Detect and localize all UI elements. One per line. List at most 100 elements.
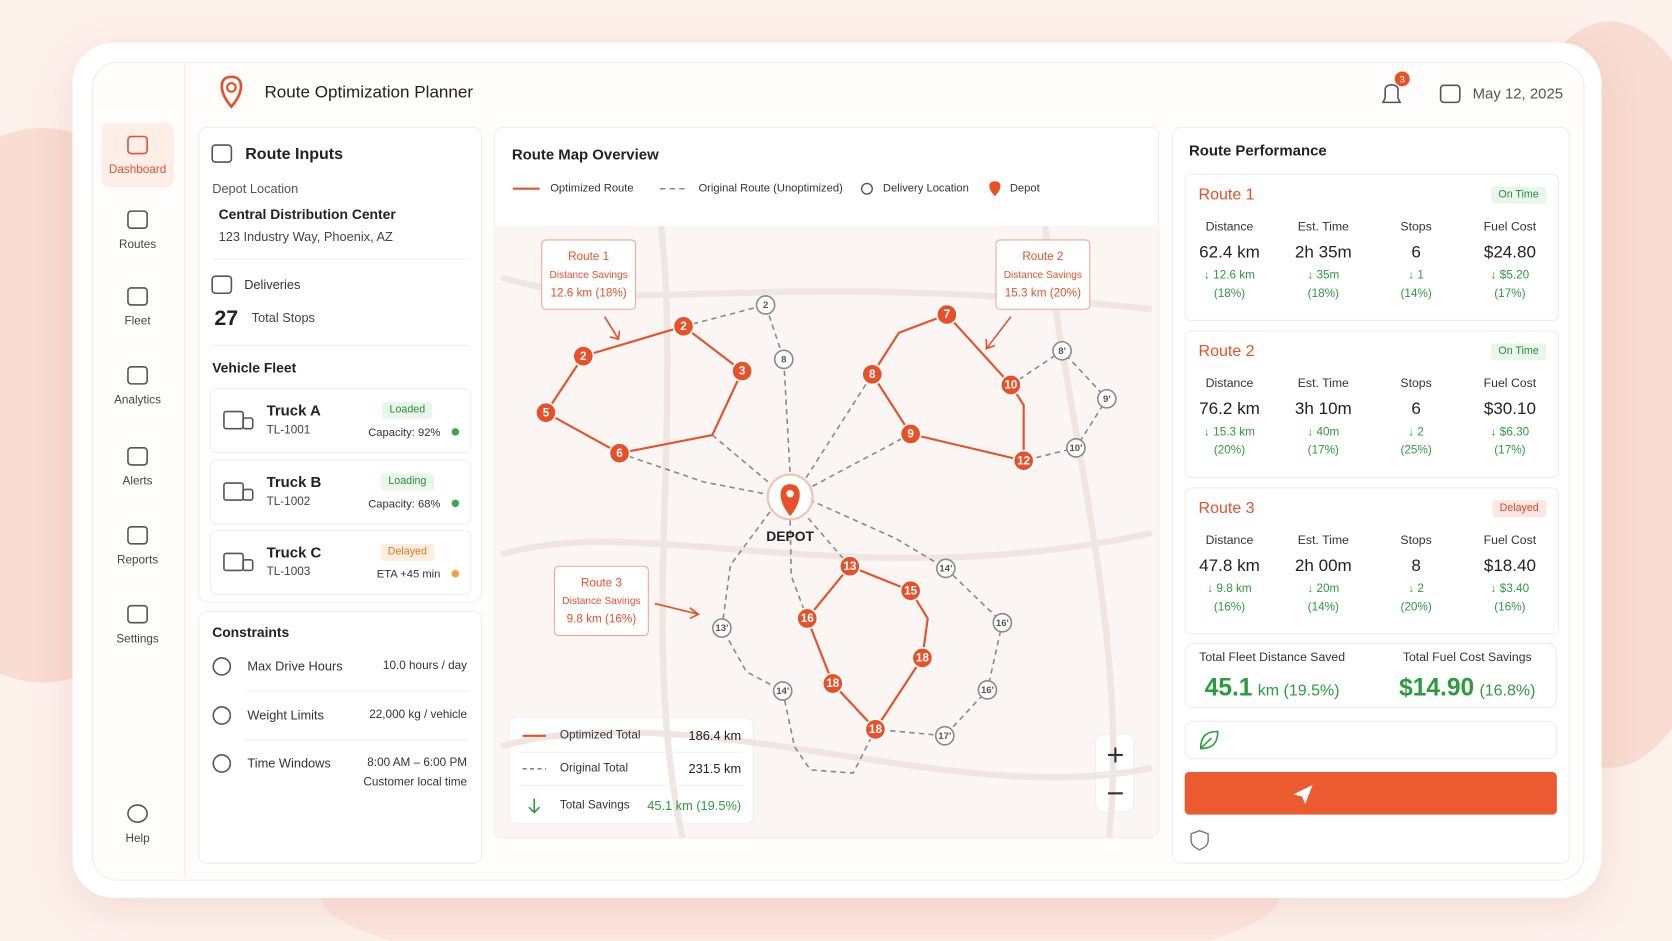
icon — [127, 135, 148, 155]
zoom-in — [1114, 747, 1117, 763]
stop — [838, 555, 861, 578]
badge — [1394, 71, 1410, 87]
depot-pin — [780, 484, 800, 517]
callout-value: 9.8 km (16%) — [567, 613, 637, 626]
stop-label: 18 — [916, 652, 930, 665]
stop-label: 9' — [1103, 394, 1111, 405]
stop — [535, 401, 557, 424]
callout-title: Route 2 — [1022, 250, 1063, 263]
legend-swatch — [989, 181, 1001, 197]
metric-label: Est. Time — [1297, 534, 1349, 548]
metric-saving: ↓ $5.20 — [1490, 269, 1530, 282]
vehicle-detail: ETA +45 min — [376, 568, 441, 581]
section-title: Constraints — [212, 624, 290, 641]
legend-label: Delivery Location — [882, 182, 969, 195]
app-title: Route Optimization Planner — [264, 83, 474, 102]
legend-swatch — [860, 182, 873, 195]
stop-label: 2 — [580, 350, 587, 363]
truck-icon — [242, 559, 254, 572]
vehicle-card — [210, 459, 472, 525]
stop — [772, 681, 793, 701]
metric-saving: ↓ 35m — [1307, 269, 1340, 282]
vehicle-id: TL-1001 — [266, 423, 311, 437]
stop-label: 13' — [715, 623, 728, 634]
leaf-icon — [1199, 730, 1219, 750]
stop-label: 2 — [680, 320, 687, 333]
metric-label: Stops — [1400, 220, 1432, 234]
constraint-note: Customer local time — [363, 775, 468, 789]
status-badge: On Time — [1490, 343, 1547, 361]
metric-value: $24.80 — [1483, 243, 1537, 262]
callout-title: Route 1 — [568, 250, 609, 263]
stop-label: 16' — [996, 618, 1009, 629]
stop-label: 8' — [1058, 346, 1066, 357]
stop-label: 10' — [1069, 443, 1082, 454]
status-dot — [451, 499, 460, 508]
stop — [1096, 388, 1117, 409]
stop — [1066, 437, 1086, 458]
stop — [935, 558, 956, 579]
original-route — [1010, 349, 1108, 462]
depot-name: Central Distribution Center — [218, 206, 396, 223]
stop-label: 16' — [981, 685, 994, 696]
nav-label: Dashboard — [108, 163, 167, 177]
icon — [211, 144, 233, 163]
metric-value: 8 — [1411, 557, 1421, 576]
callout — [995, 239, 1091, 310]
metric-percent: (14%) — [1400, 287, 1432, 301]
summary-unit: (16.8%) — [1479, 681, 1536, 700]
deploy-button[interactable] — [1184, 772, 1557, 815]
icon — [1439, 84, 1461, 104]
nav-label: Alerts — [122, 474, 153, 488]
callout-arrow — [985, 316, 1012, 350]
metric-value: 2h 00m — [1294, 557, 1352, 576]
metric-value: $18.40 — [1483, 557, 1537, 576]
summary-label: Total Fuel Cost Savings — [1402, 651, 1532, 665]
metric-label: Stops — [1400, 534, 1432, 548]
summary-unit: km (19.5%) — [1257, 681, 1340, 700]
icon — [127, 525, 148, 545]
shield-icon — [1190, 829, 1209, 851]
stop-label: 6 — [616, 447, 623, 460]
summary-number: 45.1 — [1204, 673, 1253, 701]
stop — [796, 607, 819, 630]
callout-value: 12.6 km (18%) — [551, 286, 627, 299]
total-stops: 27 — [214, 307, 239, 331]
nav-active — [101, 122, 174, 188]
stop-label: 15 — [904, 584, 918, 597]
status-badge: On Time — [1490, 186, 1547, 204]
original-route — [619, 452, 771, 496]
status-badge: Loaded — [382, 402, 433, 420]
stop-label: 17' — [938, 731, 951, 742]
vehicle-card — [210, 529, 472, 596]
metric-percent: (17%) — [1307, 444, 1339, 457]
send-icon — [1293, 784, 1313, 805]
constraints-panel — [198, 611, 482, 864]
vehicle-detail: Capacity: 92% — [368, 426, 441, 440]
metric-value: 62.4 km — [1199, 243, 1260, 262]
metric-percent: (17%) — [1494, 444, 1526, 457]
metric-value: 3h 10m — [1294, 400, 1352, 419]
stop — [977, 680, 998, 700]
nav-label: Settings — [116, 632, 159, 646]
stop — [572, 345, 595, 368]
metric-saving: ↓ 1 — [1408, 269, 1424, 282]
callout-label: Distance Savings — [1004, 270, 1082, 281]
metric-percent: (25%) — [1400, 444, 1432, 457]
stop — [773, 349, 794, 370]
constraint-icon — [212, 754, 232, 773]
field-label: Total Stops — [251, 310, 315, 326]
metric-label: Fuel Cost — [1483, 377, 1537, 391]
metric-saving: ↓ 15.3 km — [1204, 425, 1255, 439]
stop — [1052, 340, 1072, 361]
vehicle-name: Truck A — [266, 401, 321, 419]
metric-percent: (14%) — [1307, 600, 1339, 614]
status-badge: Delayed — [1492, 500, 1547, 518]
stop — [935, 303, 958, 326]
metric-percent: (16%) — [1213, 600, 1246, 614]
divider — [519, 784, 744, 786]
route-name: Route 2 — [1198, 342, 1255, 361]
date: May 12, 2025 — [1472, 84, 1564, 102]
panel-title: Route Inputs — [245, 145, 343, 164]
